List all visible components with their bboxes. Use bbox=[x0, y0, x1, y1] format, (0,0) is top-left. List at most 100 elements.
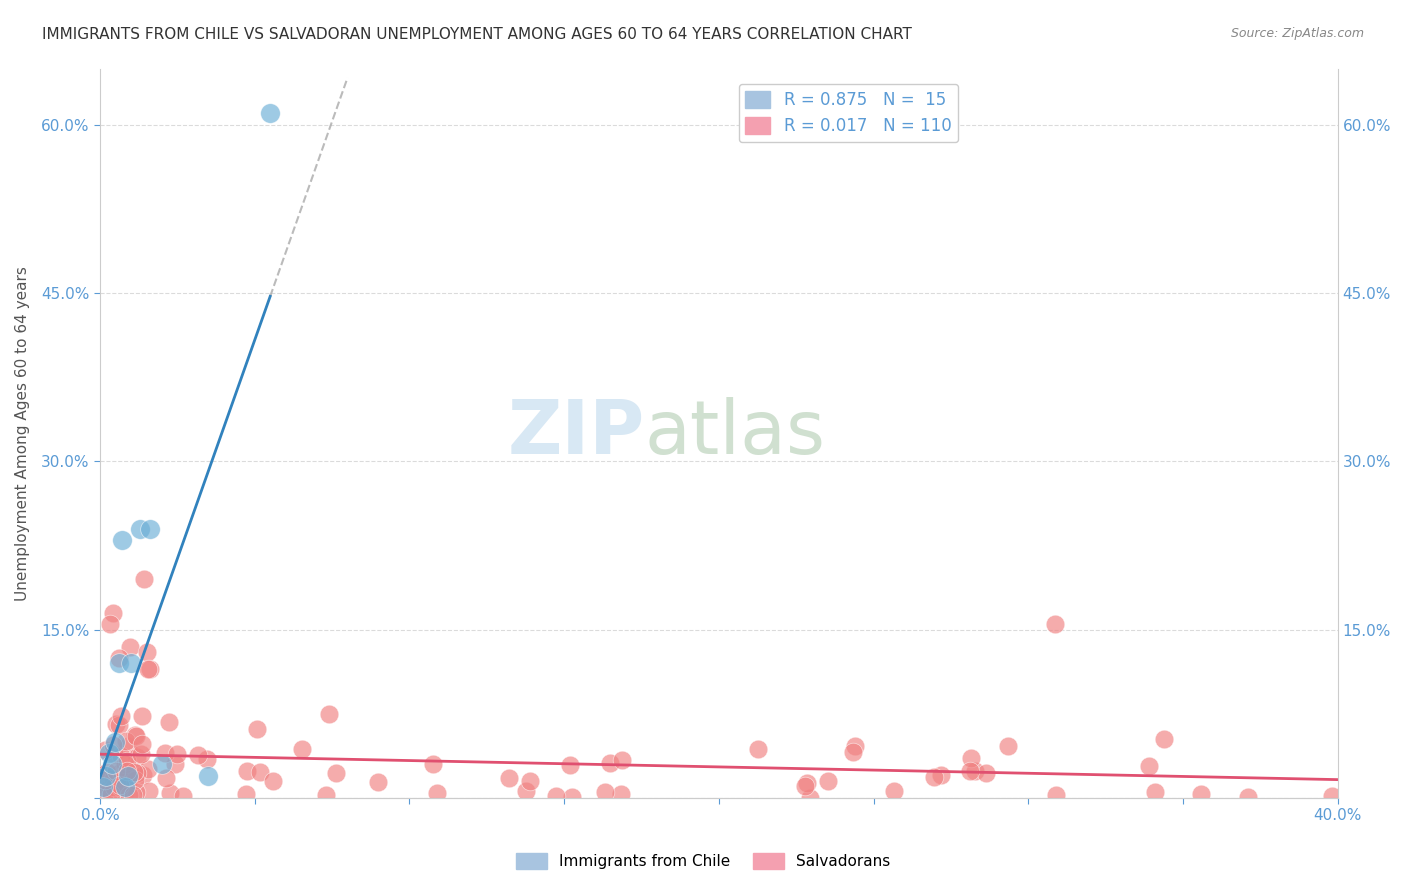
Point bbox=[93, 788, 115, 802]
Point bbox=[422, 757, 444, 772]
Point bbox=[163, 756, 186, 771]
Point bbox=[117, 769, 139, 783]
Point bbox=[544, 789, 567, 804]
Point bbox=[1045, 789, 1067, 803]
Point bbox=[105, 773, 128, 788]
Point bbox=[132, 768, 155, 782]
Point bbox=[103, 789, 125, 803]
Point bbox=[110, 765, 132, 780]
Text: Source: ZipAtlas.com: Source: ZipAtlas.com bbox=[1230, 27, 1364, 40]
Point bbox=[235, 764, 257, 778]
Point bbox=[1237, 790, 1260, 805]
Point bbox=[259, 106, 281, 120]
Point bbox=[111, 533, 134, 547]
Point bbox=[519, 774, 541, 789]
Point bbox=[166, 747, 188, 762]
Point bbox=[108, 718, 131, 732]
Point bbox=[195, 752, 218, 766]
Point bbox=[924, 771, 946, 785]
Point bbox=[974, 766, 997, 780]
Point bbox=[155, 771, 177, 785]
Point bbox=[96, 769, 118, 783]
Point bbox=[124, 728, 146, 742]
Point bbox=[325, 765, 347, 780]
Point bbox=[103, 780, 125, 795]
Point bbox=[91, 768, 114, 782]
Point bbox=[817, 773, 839, 788]
Point bbox=[112, 791, 135, 805]
Point bbox=[104, 717, 127, 731]
Point bbox=[103, 747, 125, 761]
Point bbox=[1153, 732, 1175, 747]
Point bbox=[959, 751, 981, 765]
Text: IMMIGRANTS FROM CHILE VS SALVADORAN UNEMPLOYMENT AMONG AGES 60 TO 64 YEARS CORRE: IMMIGRANTS FROM CHILE VS SALVADORAN UNEM… bbox=[42, 27, 912, 42]
Point bbox=[515, 784, 537, 798]
Point bbox=[249, 765, 271, 780]
Point bbox=[136, 762, 159, 776]
Point bbox=[124, 772, 146, 787]
Point bbox=[599, 756, 621, 771]
Point bbox=[246, 723, 269, 737]
Point bbox=[129, 522, 152, 536]
Point bbox=[94, 772, 117, 787]
Point bbox=[367, 775, 389, 789]
Point bbox=[118, 789, 141, 803]
Point bbox=[1189, 787, 1212, 801]
Point bbox=[153, 746, 176, 760]
Point bbox=[100, 788, 122, 802]
Point bbox=[131, 708, 153, 723]
Point bbox=[883, 784, 905, 798]
Point bbox=[101, 606, 124, 620]
Point bbox=[108, 780, 131, 794]
Point bbox=[98, 746, 121, 760]
Point bbox=[91, 780, 114, 794]
Point bbox=[963, 764, 986, 778]
Point bbox=[98, 617, 121, 632]
Point bbox=[197, 769, 219, 783]
Point bbox=[104, 764, 127, 778]
Point bbox=[796, 776, 818, 790]
Point bbox=[318, 706, 340, 721]
Point bbox=[115, 733, 138, 747]
Point bbox=[799, 790, 821, 805]
Point bbox=[98, 784, 121, 798]
Point bbox=[101, 772, 124, 787]
Point bbox=[291, 742, 314, 756]
Point bbox=[262, 773, 284, 788]
Point bbox=[124, 764, 146, 779]
Point bbox=[959, 764, 981, 779]
Point bbox=[794, 779, 817, 793]
Point bbox=[101, 757, 124, 772]
Point bbox=[498, 771, 520, 785]
Point bbox=[115, 754, 138, 768]
Point bbox=[610, 753, 633, 767]
Point bbox=[125, 766, 148, 780]
Point bbox=[125, 785, 148, 799]
Text: atlas: atlas bbox=[644, 397, 825, 470]
Point bbox=[134, 572, 156, 586]
Point bbox=[138, 783, 160, 797]
Point bbox=[426, 786, 449, 800]
Point bbox=[110, 780, 132, 794]
Text: ZIP: ZIP bbox=[508, 397, 644, 470]
Legend: R = 0.875   N =  15, R = 0.017   N = 110: R = 0.875 N = 15, R = 0.017 N = 110 bbox=[738, 84, 957, 142]
Point bbox=[139, 662, 162, 676]
Point bbox=[110, 708, 132, 723]
Point bbox=[842, 745, 865, 759]
Point bbox=[1320, 789, 1343, 803]
Point bbox=[121, 789, 143, 803]
Point bbox=[117, 775, 139, 789]
Y-axis label: Unemployment Among Ages 60 to 64 years: Unemployment Among Ages 60 to 64 years bbox=[15, 266, 30, 600]
Point bbox=[561, 790, 583, 805]
Point bbox=[104, 735, 127, 749]
Legend: Immigrants from Chile, Salvadorans: Immigrants from Chile, Salvadorans bbox=[510, 847, 896, 875]
Point bbox=[187, 748, 209, 763]
Point bbox=[118, 640, 141, 654]
Point bbox=[157, 715, 180, 730]
Point bbox=[108, 778, 131, 792]
Point bbox=[159, 786, 181, 800]
Point bbox=[120, 657, 142, 671]
Point bbox=[747, 741, 769, 756]
Point bbox=[110, 780, 132, 794]
Point bbox=[110, 772, 132, 786]
